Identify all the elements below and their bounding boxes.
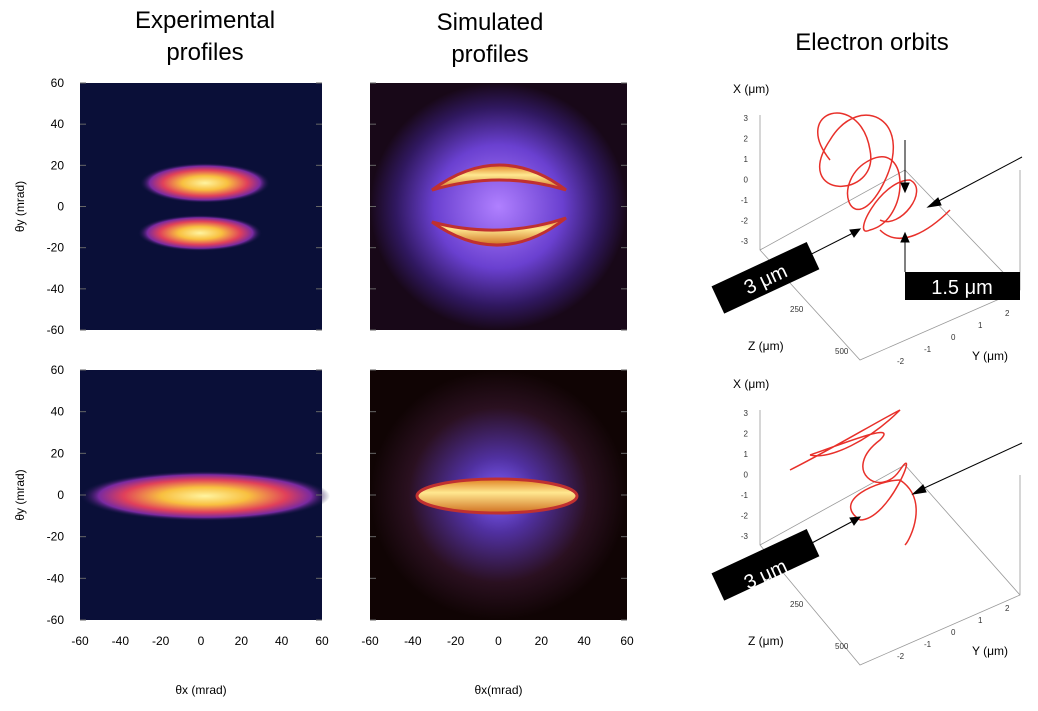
simulated-band: [431, 163, 567, 192]
callout: [905, 272, 1020, 300]
tick-label: 250: [790, 305, 804, 314]
tick-label: 0: [951, 333, 956, 342]
y-tick-label: 40: [51, 117, 65, 131]
simulated-beam: [415, 477, 579, 515]
y-tick-label: 20: [51, 446, 65, 460]
x-axis-label: θx(mrad): [474, 683, 522, 697]
x-tick-label: -60: [71, 634, 89, 648]
x-tick-label: 60: [620, 634, 634, 648]
axis-label: Y (μm): [972, 349, 1008, 363]
experimental-beam: [80, 471, 330, 521]
tick-label: 2: [1005, 604, 1010, 613]
tick-label: 2: [1005, 309, 1010, 318]
tick-label: 0: [951, 628, 956, 637]
tick-label: 2: [744, 430, 749, 439]
tick-label: -3: [741, 532, 749, 541]
tick-label: 250: [790, 600, 804, 609]
x-tick-label: 40: [577, 634, 591, 648]
x-tick-label: -40: [112, 634, 130, 648]
y-tick-label: 60: [51, 363, 65, 377]
tick-label: -2: [741, 217, 749, 226]
x-tick-label: 0: [495, 634, 502, 648]
column-header: Electron orbits: [795, 29, 948, 56]
callout: [711, 242, 820, 314]
tick-label: 1: [978, 321, 983, 330]
tick-label: 1: [744, 450, 749, 459]
tick-label: -1: [924, 345, 932, 354]
orbit-arrows: [779, 140, 1023, 561]
tick-label: 0: [744, 471, 749, 480]
y-axis-label: θy (mrad): [13, 469, 27, 520]
axis-label: X (μm): [733, 82, 769, 96]
tick-label: 2: [744, 135, 749, 144]
y-tick-label: -40: [47, 282, 65, 296]
experimental-lobe: [140, 163, 270, 203]
axis-label: Z (μm): [748, 634, 784, 648]
y-tick-label: -20: [47, 241, 65, 255]
axis-label: X (μm): [733, 377, 769, 391]
tick-label: -1: [924, 640, 932, 649]
y-tick-label: 40: [51, 405, 65, 419]
tick-label: 500: [835, 347, 849, 356]
tick-label: 500: [835, 642, 849, 651]
x-tick-label: 60: [315, 634, 329, 648]
tick-label: -3: [741, 237, 749, 246]
x-tick-label: -40: [404, 634, 422, 648]
orbit-axes: [759, 115, 1021, 666]
experimental-image: [80, 83, 322, 330]
callout-label: 1.5 μm: [931, 277, 993, 299]
y-axis-label: θy (mrad): [13, 181, 27, 232]
x-tick-label: -20: [152, 634, 170, 648]
simulated-image: [370, 83, 627, 330]
y-tick-label: 60: [51, 76, 65, 90]
axis-label: Y (μm): [972, 644, 1008, 658]
x-axis-label: θx (mrad): [175, 683, 226, 697]
tick-label: 1: [744, 155, 749, 164]
heatmaps: [80, 83, 627, 620]
tick-label: -2: [897, 357, 905, 366]
y-tick-label: 20: [51, 158, 65, 172]
column-header: Experimental: [135, 7, 275, 34]
y-tick-label: -60: [47, 323, 65, 337]
y-tick-label: -40: [47, 571, 65, 585]
tick-label: 0: [744, 176, 749, 185]
tick-label: 1: [978, 616, 983, 625]
column-header: Simulated: [437, 9, 544, 36]
tick-label: 3: [744, 114, 749, 123]
orbit-curves: [789, 112, 951, 546]
tick-label: -2: [897, 652, 905, 661]
axis-label: Z (μm): [748, 339, 784, 353]
simulated-band: [431, 216, 567, 247]
tick-label: -2: [741, 512, 749, 521]
x-tick-label: 40: [275, 634, 289, 648]
callout: [711, 529, 820, 601]
x-tick-label: 20: [535, 634, 549, 648]
tick-label: -1: [741, 491, 749, 500]
x-tick-label: 20: [235, 634, 249, 648]
experimental-lobe: [138, 215, 262, 251]
y-tick-label: 0: [57, 488, 64, 502]
x-tick-label: -60: [361, 634, 379, 648]
x-tick-label: 0: [198, 634, 205, 648]
column-header: profiles: [166, 39, 243, 66]
column-header: profiles: [451, 41, 528, 68]
tick-label: -1: [741, 196, 749, 205]
y-tick-label: 0: [57, 200, 64, 214]
y-tick-label: -60: [47, 613, 65, 627]
tick-label: 3: [744, 409, 749, 418]
y-tick-label: -20: [47, 530, 65, 544]
x-tick-label: -20: [447, 634, 465, 648]
